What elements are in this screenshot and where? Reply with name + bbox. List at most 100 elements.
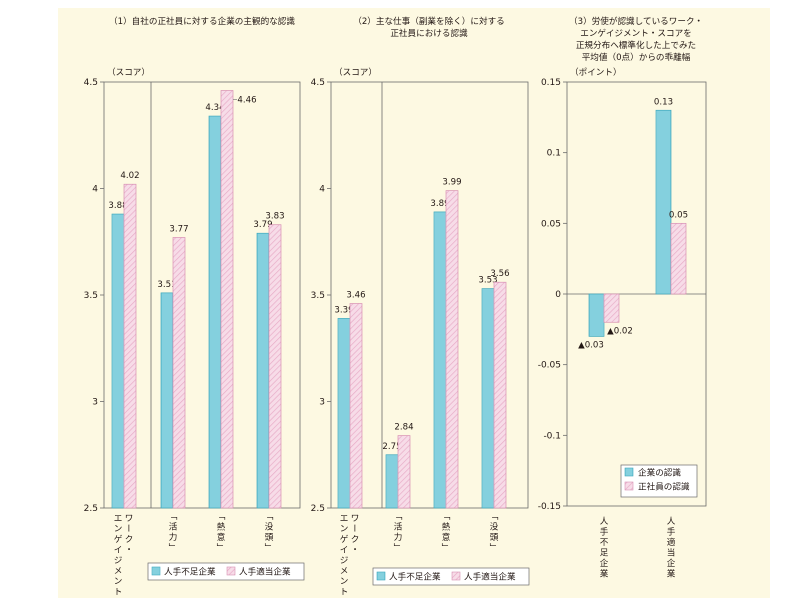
svg-text:﹁: ﹁ — [265, 512, 274, 522]
x-category-label: ﹁活力﹂ — [394, 512, 403, 554]
svg-text:メ: メ — [340, 567, 349, 577]
svg-text:ジ: ジ — [114, 556, 123, 566]
svg-text:ー: ー — [349, 524, 359, 533]
bar-series2 — [493, 281, 507, 509]
svg-text:ワ: ワ — [351, 514, 360, 524]
y-axis-unit-label: （スコア） — [107, 67, 150, 78]
y-tick-label: -0.1 — [543, 431, 561, 441]
bar-series1 — [208, 115, 222, 509]
data-label: 0.05 — [669, 210, 688, 220]
data-label: 3.88 — [108, 201, 127, 211]
svg-text:﹁: ﹁ — [217, 512, 226, 522]
svg-text:手: 手 — [667, 526, 676, 538]
y-axis-unit-label: （ポイント） — [570, 67, 622, 78]
svg-text:ゲ: ゲ — [340, 533, 349, 545]
y-tick-label: 3.5 — [84, 291, 98, 301]
x-category-label: エンゲイジメント — [114, 514, 123, 598]
bar-series2 — [445, 190, 459, 509]
svg-text:業: 業 — [600, 568, 609, 580]
svg-text:人: 人 — [600, 516, 609, 527]
svg-text:頭: 頭 — [265, 532, 274, 543]
svg-text:業: 業 — [667, 568, 676, 580]
x-category-label: ﹁没頭﹂ — [490, 512, 499, 554]
svg-text:ジ: ジ — [340, 556, 349, 566]
bar-series1 — [481, 288, 495, 509]
bar-series1 — [256, 232, 270, 509]
svg-text:﹁: ﹁ — [394, 512, 403, 522]
svg-text:﹁: ﹁ — [442, 512, 451, 522]
data-label: 2.75 — [382, 442, 401, 452]
legend-label: 人手不足企業 — [164, 566, 216, 578]
legend-swatch — [376, 571, 386, 581]
bar-series1 — [337, 318, 351, 509]
svg-text:﹂: ﹂ — [442, 542, 451, 554]
data-label: 3.83 — [265, 212, 284, 222]
svg-text:イ: イ — [114, 546, 123, 556]
chart-title-line: 平均値（0点）からの乖離幅 — [582, 51, 691, 63]
data-label: 3.79 — [253, 220, 272, 230]
svg-text:ト: ト — [340, 588, 349, 598]
bar-series2 — [220, 90, 234, 509]
y-tick-label: 4.5 — [311, 78, 325, 88]
legend-swatch — [624, 467, 634, 477]
bar-series2 — [670, 222, 687, 295]
chart-title-line: エンゲイジメント・スコアを — [580, 27, 692, 39]
legend-label: 正社員の認識 — [638, 481, 690, 493]
svg-text:ワ: ワ — [125, 514, 134, 524]
svg-text:意: 意 — [217, 531, 226, 543]
data-label: 0.13 — [654, 97, 673, 107]
svg-text:没: 没 — [490, 522, 499, 533]
svg-text:企: 企 — [600, 557, 609, 569]
x-category-label: ﹁熱意﹂ — [217, 512, 226, 554]
legend-swatch — [151, 566, 161, 576]
svg-text:人: 人 — [667, 516, 676, 527]
svg-text:不: 不 — [600, 537, 609, 548]
y-tick-label: 4 — [92, 185, 98, 195]
data-label: 3.89 — [430, 199, 449, 209]
x-category-label: ﹁没頭﹂ — [265, 512, 274, 554]
data-label: 4.02 — [120, 171, 139, 181]
svg-text:ー: ー — [123, 524, 133, 533]
svg-text:適: 適 — [667, 536, 676, 548]
svg-text:企: 企 — [667, 557, 676, 569]
data-label: ▲0.03 — [578, 340, 604, 350]
x-category-label: エンゲイジメント — [340, 514, 349, 598]
y-axis-unit-label: （スコア） — [334, 67, 377, 78]
bar-series1 — [588, 293, 605, 337]
svg-text:﹂: ﹂ — [394, 542, 403, 554]
legend-swatch — [226, 566, 236, 576]
legend-label: 企業の認識 — [638, 467, 681, 479]
svg-text:﹁: ﹁ — [169, 512, 178, 522]
legend-box — [620, 464, 698, 498]
data-label: 3.46 — [346, 291, 365, 301]
svg-text:イ: イ — [340, 546, 349, 556]
svg-text:ン: ン — [340, 525, 349, 535]
y-tick-label: 2.5 — [84, 504, 98, 514]
svg-text:ン: ン — [114, 525, 123, 535]
legend-box — [372, 567, 530, 586]
y-tick-label: 3 — [92, 398, 98, 408]
y-tick-label: 0.15 — [541, 78, 561, 88]
svg-text:熱: 熱 — [442, 521, 451, 533]
svg-text:﹂: ﹂ — [169, 542, 178, 554]
svg-text:熱: 熱 — [217, 521, 226, 533]
bar-series2 — [123, 183, 137, 509]
svg-text:ク: ク — [125, 534, 134, 545]
svg-text:没: 没 — [265, 522, 274, 533]
x-category-label: 人手不足企業 — [600, 516, 609, 580]
svg-text:足: 足 — [600, 548, 609, 559]
svg-text:手: 手 — [600, 526, 609, 538]
svg-text:活: 活 — [169, 521, 178, 533]
legend-label: 人手適当企業 — [464, 571, 516, 583]
svg-text:力: 力 — [394, 531, 403, 543]
y-tick-label: -0.15 — [538, 502, 561, 512]
bar-series1 — [655, 109, 672, 295]
svg-text:当: 当 — [667, 547, 676, 559]
bar-series2 — [349, 303, 363, 509]
svg-text:意: 意 — [442, 531, 451, 543]
bar-series2 — [268, 224, 282, 509]
y-tick-label: 3 — [319, 398, 325, 408]
svg-text:﹁: ﹁ — [490, 512, 499, 522]
bar-series1 — [160, 292, 174, 509]
y-tick-label: 0.05 — [541, 219, 561, 229]
